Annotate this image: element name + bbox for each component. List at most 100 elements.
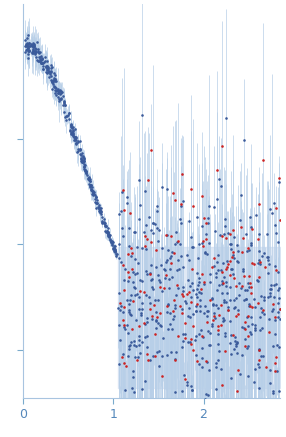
Point [120,350,125,357]
Point [190,287,195,294]
Point [274,267,279,274]
Point [106,232,110,239]
Point [116,255,121,262]
Point [250,303,255,310]
Point [71,126,75,133]
Point [106,229,110,236]
Point [141,319,146,326]
Point [247,273,251,280]
Point [239,283,244,290]
Point [256,257,261,264]
Point [123,362,128,369]
Point [105,229,110,236]
Point [73,135,78,142]
Point [116,240,121,247]
Point [190,202,195,209]
Point [127,346,131,353]
Point [165,351,170,358]
Point [257,345,261,352]
Point [112,249,117,256]
Point [31,48,36,55]
Point [186,313,190,320]
Point [132,337,136,344]
Point [267,328,271,335]
Point [122,277,126,284]
Point [172,388,177,395]
Point [28,43,32,50]
Point [146,177,150,184]
Point [274,204,279,211]
Point [235,241,239,248]
Point [150,219,155,226]
Point [195,214,199,221]
Point [45,62,49,69]
Point [154,309,158,316]
Point [54,84,58,91]
Point [71,132,76,139]
Point [180,288,185,295]
Point [39,53,43,60]
Point [142,288,147,295]
Point [266,261,271,268]
Point [154,316,159,323]
Point [222,298,227,305]
Point [178,202,183,209]
Point [30,45,35,52]
Point [200,332,204,339]
Point [245,333,250,340]
Point [224,258,229,265]
Point [213,274,218,281]
Point [164,271,168,278]
Point [182,371,186,378]
Point [267,206,272,213]
Point [69,131,73,138]
Point [201,242,205,249]
Point [200,271,204,277]
Point [180,343,184,350]
Point [261,352,265,359]
Point [73,134,77,141]
Point [33,45,37,52]
Point [43,58,48,65]
Point [133,271,137,277]
Point [157,276,161,283]
Point [126,225,131,232]
Point [114,250,119,257]
Point [108,236,112,243]
Point [203,391,208,398]
Point [206,239,211,246]
Point [166,300,171,307]
Point [257,357,261,364]
Point [29,42,34,49]
Point [71,132,75,139]
Point [127,343,132,350]
Point [276,299,280,306]
Point [228,230,232,237]
Point [271,343,275,350]
Point [143,333,147,340]
Point [128,338,133,345]
Point [208,297,212,304]
Point [277,343,281,350]
Point [261,306,265,313]
Point [91,191,96,198]
Point [216,252,221,259]
Point [235,349,240,356]
Point [54,91,59,98]
Point [277,284,281,291]
Point [79,156,84,163]
Point [117,336,122,343]
Point [277,316,282,323]
Point [60,92,65,99]
Point [150,353,155,360]
Point [180,305,184,312]
Point [210,320,215,327]
Point [144,267,148,274]
Point [223,222,227,229]
Point [225,306,230,313]
Point [244,295,249,302]
Point [88,183,93,190]
Point [82,161,87,168]
Point [184,300,188,307]
Point [154,246,158,253]
